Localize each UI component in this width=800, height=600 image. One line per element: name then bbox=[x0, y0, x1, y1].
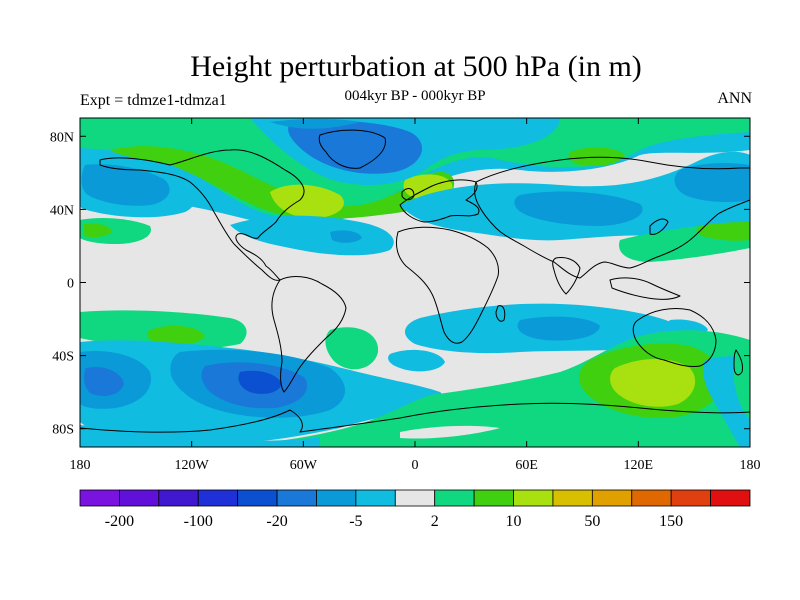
contour-region bbox=[110, 146, 455, 219]
colorbar-swatch bbox=[670, 489, 711, 507]
colorbar-swatch bbox=[394, 489, 436, 507]
coastline-india bbox=[552, 257, 581, 295]
colorbar-swatch bbox=[119, 489, 160, 507]
contour-region bbox=[80, 330, 750, 447]
colorbar-swatch bbox=[434, 489, 475, 507]
colorbar-label: 50 bbox=[584, 513, 600, 530]
colorbar-swatch bbox=[237, 489, 278, 507]
lon-tick-label: 180 bbox=[740, 458, 761, 473]
colorbar-label: -20 bbox=[266, 513, 287, 530]
contour-region bbox=[270, 184, 344, 219]
coastline-antarctica bbox=[80, 402, 750, 433]
contour-region bbox=[270, 119, 360, 129]
contour-region bbox=[733, 348, 750, 420]
lon-tick-label: 120W bbox=[175, 458, 210, 473]
colorbar: -200 -100 -20 -5 2 10 50 150 bbox=[79, 489, 751, 530]
lat-tick-label: 0 bbox=[67, 277, 74, 292]
lat-tick-label: 80N bbox=[50, 130, 74, 145]
coastline-south-america bbox=[271, 276, 347, 393]
colorbar-swatch bbox=[473, 489, 514, 507]
colorbar-swatch bbox=[552, 489, 593, 507]
colorbar-label: -200 bbox=[105, 513, 134, 530]
experiment-label: Expt = tdmze1-tdmza1 bbox=[80, 92, 227, 109]
contour-region bbox=[674, 163, 750, 203]
colorbar-swatch bbox=[355, 489, 396, 507]
lat-tick-label: 40S bbox=[52, 350, 74, 365]
contour-region bbox=[517, 316, 600, 341]
colorbar-swatch bbox=[631, 489, 672, 507]
coastline-asia bbox=[474, 156, 750, 279]
colorbar-swatch bbox=[316, 489, 357, 507]
contour-fill-layer bbox=[80, 118, 750, 447]
season-label: ANN bbox=[717, 90, 752, 107]
colorbar-swatch bbox=[276, 489, 317, 507]
colorbar-swatch bbox=[197, 489, 239, 507]
coastline-greenland bbox=[318, 129, 386, 169]
lon-tick-label: 180 bbox=[70, 458, 91, 473]
lon-tick-label: 60E bbox=[515, 458, 538, 473]
contour-region bbox=[330, 230, 362, 243]
colorbar-swatch bbox=[591, 489, 633, 507]
coastlines bbox=[80, 129, 750, 433]
colorbar-swatch bbox=[79, 489, 120, 507]
contour-region bbox=[400, 425, 500, 439]
contour-region bbox=[514, 191, 643, 226]
colorbar-swatch bbox=[158, 489, 199, 507]
contour-region bbox=[84, 366, 124, 396]
coastline-maritime bbox=[609, 277, 681, 300]
coastline-australia bbox=[632, 307, 717, 367]
lat-tick-label: 80S bbox=[52, 423, 74, 438]
coastline-madagascar bbox=[495, 305, 506, 322]
colorbar-label: -5 bbox=[349, 513, 362, 530]
colorbar-swatch bbox=[513, 489, 554, 507]
contour-region bbox=[610, 359, 696, 407]
coastline-africa bbox=[395, 226, 499, 344]
contour-region bbox=[84, 223, 112, 238]
contour-region bbox=[80, 118, 145, 142]
coastline-uk bbox=[401, 188, 415, 201]
lat-tick-label: 40N bbox=[50, 203, 74, 218]
lon-tick-label: 60W bbox=[290, 458, 318, 473]
axis-ticks: 80N 40N 0 40S 80S 180 120W 60W 0 60E 120E 180 bbox=[50, 118, 761, 473]
contour-region bbox=[388, 349, 445, 372]
contour-region bbox=[238, 370, 282, 394]
colorbar-label: 150 bbox=[659, 513, 683, 530]
contour-region bbox=[81, 164, 170, 206]
colorbar-label: -100 bbox=[184, 513, 213, 530]
lon-tick-label: 0 bbox=[412, 458, 419, 473]
colorbar-label: 10 bbox=[506, 513, 522, 530]
contour-region bbox=[696, 222, 750, 241]
plot-subtitle: 004kyr BP - 000kyr BP bbox=[344, 88, 486, 104]
contour-region bbox=[230, 215, 394, 256]
contour-region bbox=[325, 327, 379, 370]
colorbar-label: 2 bbox=[431, 513, 439, 530]
plot-title: Height perturbation at 500 hPa (in m) bbox=[190, 50, 642, 83]
coastline-north-america bbox=[99, 149, 305, 281]
contour-region bbox=[147, 325, 205, 346]
coastline-japan bbox=[649, 218, 669, 235]
contour-region bbox=[80, 425, 320, 447]
colorbar-swatch bbox=[710, 489, 751, 507]
coastline-europe bbox=[399, 179, 480, 223]
coastline-new-zealand bbox=[733, 349, 743, 376]
lon-tick-label: 120E bbox=[624, 458, 654, 473]
